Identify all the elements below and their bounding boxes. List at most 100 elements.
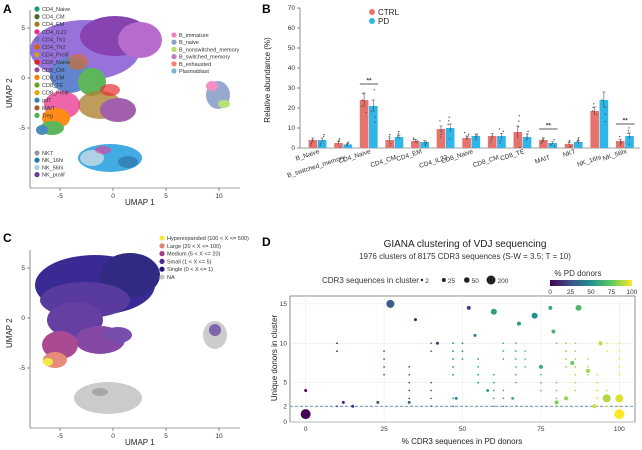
panel-d-giana-clustering: GIANA clustering of VDJ sequencing 1976 … <box>270 239 638 446</box>
panel-d-ytick: 0 <box>283 419 287 426</box>
panel-d-colorbar-tick: 0 <box>548 289 552 296</box>
panel-b-sample-dot <box>389 144 391 147</box>
panel-d-point-minor <box>574 389 577 392</box>
panel-a-xtick: -5 <box>57 193 63 200</box>
panel-a-legend-label: CD4_CM <box>42 15 65 21</box>
panel-a-legend-nk-label: NK_prolif <box>42 173 65 179</box>
panel-d-point-minor <box>514 365 517 368</box>
panel-d-size-legend-title: CDR3 sequences in cluster <box>322 276 419 285</box>
panel-label-b: B <box>262 2 271 16</box>
panel-a-legend-label: CD4_Prolif <box>42 53 69 59</box>
panel-b-legend-label: CTRL <box>378 8 399 17</box>
panel-b-ytick: 60 <box>288 25 296 32</box>
panel-d-point-minor <box>408 389 411 392</box>
panel-b-bar <box>334 143 343 148</box>
panel-b-sample-dot <box>425 142 427 144</box>
panel-b-sample-dot <box>605 106 607 108</box>
panel-c-legend-label: Hyperexpanded (100 < X <= 500) <box>167 236 249 242</box>
panel-b-bar <box>625 136 634 148</box>
panel-b-sample-dot <box>346 144 348 147</box>
panel-b-sample-dot <box>397 132 400 135</box>
panel-b-sample-dot <box>475 138 477 141</box>
panel-a-legend-b-label: B_naive <box>179 40 199 46</box>
panel-d-point-minor <box>502 405 505 408</box>
panel-d-xlabel: % CDR3 sequences in PD donors <box>402 437 523 446</box>
panel-b-sample-dot <box>517 125 520 128</box>
panel-c-legend-label: Single (0 < X <= 1) <box>167 267 213 273</box>
panel-b-sample-dot <box>550 143 552 145</box>
panel-b-sample-dot <box>490 141 492 144</box>
panel-b-sample-dot <box>499 142 501 144</box>
panel-d-point-minor <box>618 342 621 345</box>
panel-c-legend-swatch <box>159 243 165 249</box>
panel-a-legend-swatch <box>34 21 40 27</box>
panel-d-point <box>602 394 611 403</box>
panel-c-ytick: 5 <box>21 265 25 272</box>
panel-d-point-minor <box>502 358 505 360</box>
panel-d-point-minor <box>596 373 599 376</box>
panel-d-point-minor <box>461 358 464 360</box>
panel-b-sample-dot <box>467 133 470 136</box>
panel-d-point <box>413 318 417 322</box>
panel-c-xtick: -5 <box>57 433 63 440</box>
panel-d-point-minor <box>336 342 338 345</box>
panel-b-sample-dot <box>440 133 442 136</box>
panel-b-bar-chart: Relative abundance (%) 0 10 20 30 40 50 60 70 B… <box>263 5 640 180</box>
panel-d-point-minor <box>383 358 385 360</box>
panel-d-point-minor <box>492 373 495 376</box>
panel-d-ytick: 15 <box>280 301 288 308</box>
panel-b-bar <box>436 129 446 148</box>
panel-b-sample-dot <box>553 139 555 141</box>
panel-b-ytick: 10 <box>288 125 296 132</box>
panel-c-xtick: 5 <box>164 433 168 440</box>
panel-b-sample-dot <box>346 143 348 146</box>
panel-d-point-minor <box>587 358 589 360</box>
panel-b-legend-label: PD <box>378 17 389 26</box>
panel-d-point-minor <box>574 373 577 376</box>
panel-d-point-minor <box>574 358 577 360</box>
panel-d-point-minor <box>408 365 411 368</box>
panel-b-xtick: CD8_TE <box>499 148 525 163</box>
panel-d-point-minor <box>618 358 621 360</box>
panel-d-size-legend-dot <box>464 277 470 283</box>
panel-d-point-minor <box>430 350 433 353</box>
panel-d-point <box>511 396 515 400</box>
panel-b-sample-dot <box>439 120 441 122</box>
panel-d-point-minor <box>555 342 558 345</box>
panel-a-legend-label: Treg <box>42 113 53 119</box>
panel-b-bar <box>539 140 548 148</box>
panel-c-legend-label: Medium (5 < X <= 20) <box>167 252 221 258</box>
panel-b-xtick: CD8_CM <box>472 154 500 169</box>
panel-b-sample-dot <box>549 144 552 146</box>
panel-b-xtick: NKT <box>562 148 577 159</box>
panel-d-point <box>538 364 543 369</box>
panel-b-sample-dot <box>447 120 450 122</box>
panel-b-sample-dot <box>396 136 399 138</box>
panel-b-sample-dot <box>541 141 543 143</box>
panel-c-ylabel: UMAP 2 <box>5 318 14 348</box>
panel-b-bar <box>564 144 574 148</box>
panel-a-legend-b-swatch <box>171 39 177 45</box>
panel-b-sample-dot <box>347 141 349 143</box>
panel-d-point-minor <box>565 405 567 408</box>
panel-b-sample-dot <box>338 139 340 141</box>
panel-b-legend-swatch <box>369 18 375 24</box>
panel-b-sample-dot <box>540 142 543 145</box>
panel-b-sample-dot <box>398 130 400 133</box>
panel-a-legend-label: CD8_EM <box>42 75 65 81</box>
panel-d-point-minor <box>514 350 517 353</box>
panel-b-sample-dot <box>319 144 321 147</box>
panel-b-sample-dot <box>592 103 595 105</box>
panel-b-sample-dot <box>476 133 479 135</box>
panel-b-sample-dot <box>374 121 376 123</box>
panel-d-point-minor <box>524 350 527 353</box>
panel-b-sample-dot <box>628 143 631 145</box>
panel-c-legend-label: NA <box>167 275 175 281</box>
panel-b-bar <box>548 143 557 148</box>
panel-a-xlabel: UMAP 1 <box>125 198 155 207</box>
panel-b-sample-dot <box>310 144 312 147</box>
panel-b-sample-dot <box>519 146 521 149</box>
panel-b-bar <box>513 132 523 148</box>
panel-label-a: A <box>3 2 12 16</box>
